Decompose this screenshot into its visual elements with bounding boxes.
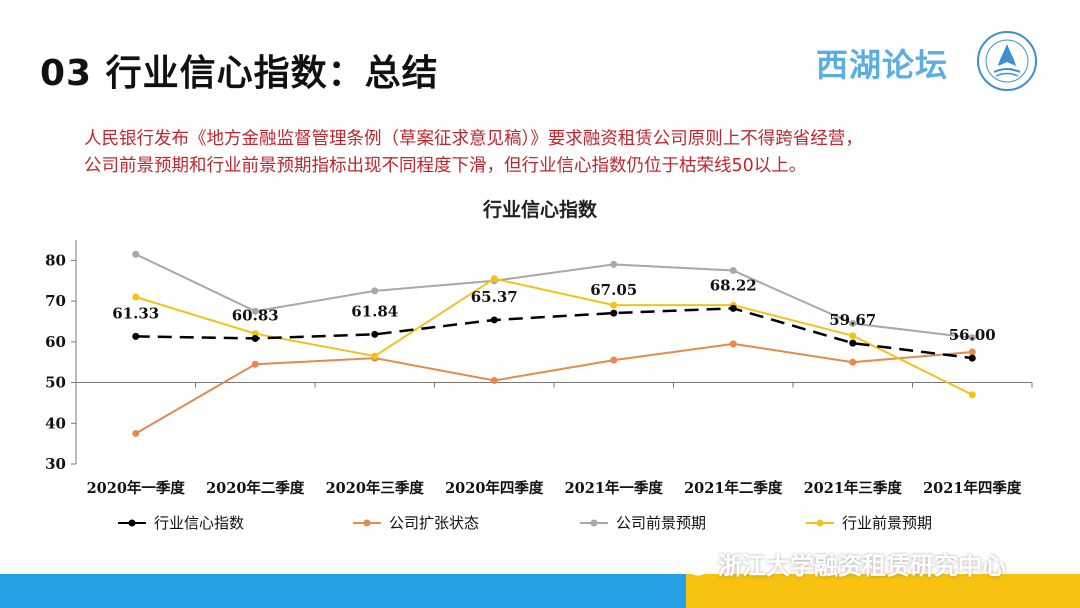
x-tick-label: 2020年四季度 [445, 479, 544, 497]
data-point [849, 339, 857, 347]
data-label: 67.05 [590, 281, 637, 299]
y-tick-label: 60 [45, 333, 66, 351]
data-point [490, 316, 498, 324]
y-tick-label: 50 [45, 374, 66, 392]
data-point [251, 334, 259, 342]
legend-label: 行业信心指数 [154, 514, 245, 532]
y-tick-label: 30 [45, 455, 66, 473]
data-point [849, 358, 857, 366]
data-label: 59.67 [829, 311, 876, 329]
data-point [729, 267, 737, 275]
x-tick-label: 2021年二季度 [684, 479, 783, 497]
data-point [371, 287, 379, 295]
x-tick-label: 2020年三季度 [326, 479, 425, 497]
series-line [135, 253, 973, 339]
legend-marker-yellow-icon [806, 519, 834, 526]
legend-item-company-outlook: 公司前景预期 [580, 512, 706, 533]
watermark-text: 浙江大学融资租赁研究中心 [718, 552, 1006, 580]
y-tick-label: 70 [45, 292, 66, 310]
chart-legend: 行业信心指数 公司扩张状态 公司前景预期 行业前景预期 [118, 512, 978, 538]
x-tick-label: 2021年三季度 [804, 479, 903, 497]
data-point [490, 275, 498, 283]
data-point [610, 309, 618, 317]
summary-line-2: 公司前景预期和行业前景预期指标出现不同程度下滑，但行业信心指数仍位于枯荣线50以… [84, 156, 807, 176]
slide-title: 03 行业信心指数：总结 [40, 53, 439, 94]
data-point [132, 429, 140, 437]
data-point [490, 377, 498, 385]
legend-label: 公司扩张状态 [389, 514, 480, 532]
data-label: 65.37 [471, 288, 518, 306]
wechat-icon [677, 551, 708, 575]
legend-marker-orange-icon [353, 519, 381, 526]
data-point [729, 304, 737, 312]
summary-line-1: 人民银行发布《地方金融监督管理条例（草案征求意见稿）》要求融资租赁公司原则上不得… [84, 129, 863, 149]
footer-yellow-band [686, 574, 1080, 608]
data-point [371, 352, 379, 360]
series-line [135, 342, 973, 435]
data-point [968, 334, 976, 342]
y-tick-label: 40 [45, 414, 66, 432]
x-tick-label: 2021年四季度 [923, 479, 1022, 497]
legend-item-expansion: 公司扩张状态 [353, 512, 479, 533]
data-label: 56.00 [949, 326, 996, 344]
y-tick-label: 80 [45, 251, 66, 269]
legend-item-confidence: 行业信心指数 [118, 512, 244, 533]
watermark: 浙江大学融资租赁研究中心 [676, 546, 1006, 581]
data-point [251, 307, 259, 315]
legend-label: 行业前景预期 [842, 514, 933, 532]
legend-marker-black-icon [118, 519, 146, 526]
data-point [849, 319, 857, 327]
data-label: 60.83 [232, 306, 279, 324]
x-tick-label: 2021年一季度 [565, 479, 664, 497]
data-label: 61.33 [112, 304, 159, 322]
data-point [610, 260, 618, 268]
data-point [251, 360, 259, 368]
data-label: 61.84 [351, 302, 398, 320]
chart-title: 行业信心指数 [482, 199, 597, 221]
data-point [729, 340, 737, 348]
emblem-logo-icon [977, 31, 1037, 91]
data-point [849, 332, 857, 340]
x-tick-label: 2020年二季度 [206, 479, 305, 497]
data-point [371, 330, 379, 338]
data-point [610, 356, 618, 364]
footer-blue-band [0, 574, 686, 608]
legend-marker-gray-icon [580, 519, 608, 526]
data-point [132, 293, 140, 301]
data-point [968, 354, 976, 362]
series-line [135, 277, 973, 396]
data-point [132, 332, 140, 340]
data-point [968, 391, 976, 399]
data-point [132, 250, 140, 258]
brand-logo-text: 西湖论坛 [815, 46, 948, 84]
data-point [610, 301, 618, 309]
data-label: 68.22 [710, 276, 757, 294]
legend-label: 公司前景预期 [616, 514, 707, 532]
legend-item-industry-outlook: 行业前景预期 [806, 512, 932, 533]
x-tick-label: 2020年一季度 [87, 479, 186, 497]
summary-text: 人民银行发布《地方金融监督管理条例（草案征求意见稿）》要求融资租赁公司原则上不得… [84, 126, 1024, 180]
data-point [968, 348, 976, 356]
series-line [135, 307, 973, 360]
